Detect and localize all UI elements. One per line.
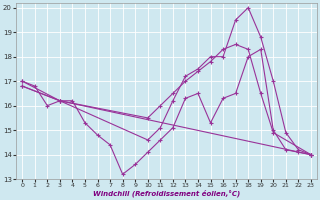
X-axis label: Windchill (Refroidissement éolien,°C): Windchill (Refroidissement éolien,°C) [93, 190, 240, 197]
